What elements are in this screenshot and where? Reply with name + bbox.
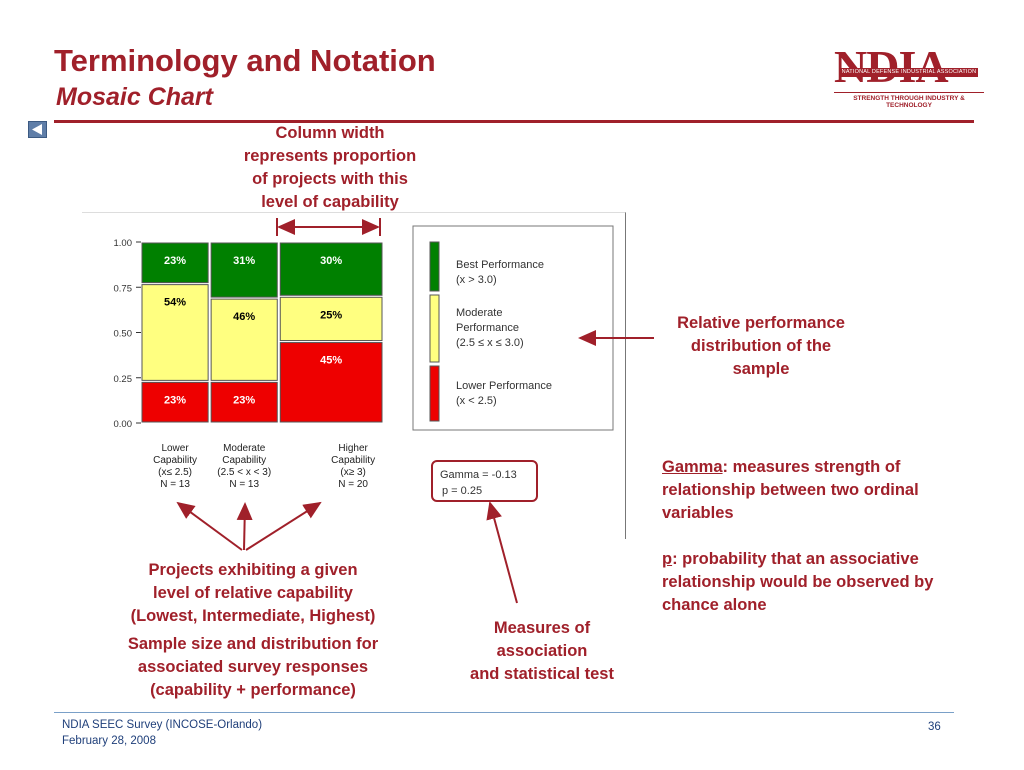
callout-line: (Lowest, Intermediate, Highest) xyxy=(130,607,376,625)
callout-line: Relative performance xyxy=(677,314,845,332)
relative-perf-callout: Relative performance distribution of the… xyxy=(650,312,872,381)
y-tick-label: 0.75 xyxy=(114,283,133,294)
legend-label: Performance xyxy=(456,322,519,334)
mosaic-cell xyxy=(141,381,209,423)
logo-letters: NDIA xyxy=(834,44,949,84)
callout-line: Column width xyxy=(275,124,385,142)
projects-callout: Projects exhibiting a given level of rel… xyxy=(98,559,408,628)
legend-label: Moderate xyxy=(456,307,502,319)
cell-percent-label: 25% xyxy=(320,309,342,321)
column-label: N = 20 xyxy=(338,479,368,490)
column-label: N = 13 xyxy=(229,479,259,490)
mosaic-cell xyxy=(210,242,278,298)
callout-line: associated survey responses xyxy=(137,658,369,676)
stats-box xyxy=(431,460,538,502)
page-number: 36 xyxy=(928,721,941,733)
mosaic-cell xyxy=(210,381,278,423)
cell-percent-label: 23% xyxy=(233,394,255,406)
callout-line: Projects exhibiting a given xyxy=(148,561,358,579)
legend-label: Lower Performance xyxy=(456,380,552,392)
callout-line: represents proportion xyxy=(243,147,417,165)
measures-callout: Measures of association and statistical … xyxy=(442,617,642,686)
column-label: (2.5 < x < 3) xyxy=(217,467,271,478)
projects-arrow-high xyxy=(245,501,322,551)
legend-label: (2.5 ≤ x ≤ 3.0) xyxy=(456,337,524,349)
column-width-callout: Column width represents proportion of pr… xyxy=(220,122,440,214)
mosaic-cell xyxy=(210,298,278,381)
legend-label: (x < 2.5) xyxy=(456,395,497,407)
callout-line: Sample size and distribution for xyxy=(127,635,379,653)
column-label: Higher xyxy=(338,443,368,454)
p-value: p = 0.25 xyxy=(442,485,482,497)
ndia-logo: NDIA NATIONAL DEFENSE INDUSTRIAL ASSOCIA… xyxy=(834,44,984,109)
callout-line: Measures of xyxy=(493,619,591,637)
legend-swatch xyxy=(429,241,440,292)
legend-swatch xyxy=(429,365,440,422)
callout-line: sample xyxy=(732,360,790,378)
footer-line-1: NDIA SEEC Survey (INCOSE-Orlando) xyxy=(62,719,263,731)
y-tick-label: 1.00 xyxy=(114,238,133,249)
logo-tagline: STRENGTH THROUGH INDUSTRY & TECHNOLOGY xyxy=(834,92,984,109)
column-label: Capability xyxy=(222,455,266,466)
mosaic-cell xyxy=(279,342,383,423)
callout-line: (capability + performance) xyxy=(150,681,356,699)
title-rule xyxy=(54,120,974,123)
callout-line: distribution of the xyxy=(690,337,832,355)
cell-percent-label: 54% xyxy=(164,297,186,309)
sample-size-callout: Sample size and distribution for associa… xyxy=(98,633,408,702)
footer-line-2: February 28, 2008 xyxy=(62,735,156,747)
measures-arrow xyxy=(486,501,518,604)
projects-arrow-mod xyxy=(236,502,253,551)
slide-subtitle: Mosaic Chart xyxy=(56,83,213,111)
p-term: p xyxy=(662,550,673,568)
back-button[interactable] xyxy=(28,121,47,138)
slide-title: Terminology and Notation xyxy=(54,43,436,78)
footer-rule xyxy=(54,712,954,713)
projects-arrow-low xyxy=(176,501,243,551)
cell-percent-label: 30% xyxy=(320,255,342,267)
y-tick-label: 0.00 xyxy=(114,419,133,430)
gamma-definition: Gamma: measures strength of relationship… xyxy=(662,456,972,525)
gamma-term: Gamma xyxy=(662,458,723,476)
legend-box xyxy=(412,225,614,431)
legend-label: Best Performance xyxy=(456,259,544,271)
cell-percent-label: 31% xyxy=(233,255,255,267)
column-label: (x≤ 2.5) xyxy=(158,467,192,478)
logo-band: NATIONAL DEFENSE INDUSTRIAL ASSOCIATION xyxy=(840,68,978,77)
cell-percent-label: 23% xyxy=(164,394,186,406)
cell-percent-label: 23% xyxy=(164,255,186,267)
mosaic-cell xyxy=(141,284,209,381)
column-label: Capability xyxy=(153,455,197,466)
callout-line: of projects with this xyxy=(252,170,408,188)
callout-line: association xyxy=(496,642,588,660)
column-label: Moderate xyxy=(223,443,266,454)
column-label: (x≥ 3) xyxy=(340,467,366,478)
column-label: N = 13 xyxy=(160,479,190,490)
back-arrow-icon xyxy=(32,124,42,135)
y-tick-label: 0.50 xyxy=(114,329,133,340)
callout-line: level of capability xyxy=(261,193,399,211)
p-definition: p: probability that an associative relat… xyxy=(662,548,972,617)
column-label: Lower xyxy=(161,443,189,454)
y-tick-label: 0.25 xyxy=(114,374,133,385)
callout-line: level of relative capability xyxy=(153,584,353,602)
mosaic-cell xyxy=(279,242,383,296)
gamma-text: : measures strength of relationship betw… xyxy=(662,458,919,522)
mosaic-cell xyxy=(279,296,383,342)
column-label: Capability xyxy=(331,455,375,466)
callout-line: and statistical test xyxy=(470,665,614,683)
p-text: : probability that an associative relati… xyxy=(662,550,934,614)
gamma-value: Gamma = -0.13 xyxy=(440,469,517,481)
legend-swatch xyxy=(429,294,440,363)
cell-percent-label: 45% xyxy=(320,355,342,367)
mosaic-cell xyxy=(141,242,209,284)
cell-percent-label: 46% xyxy=(233,311,255,323)
legend-label: (x > 3.0) xyxy=(456,274,497,286)
